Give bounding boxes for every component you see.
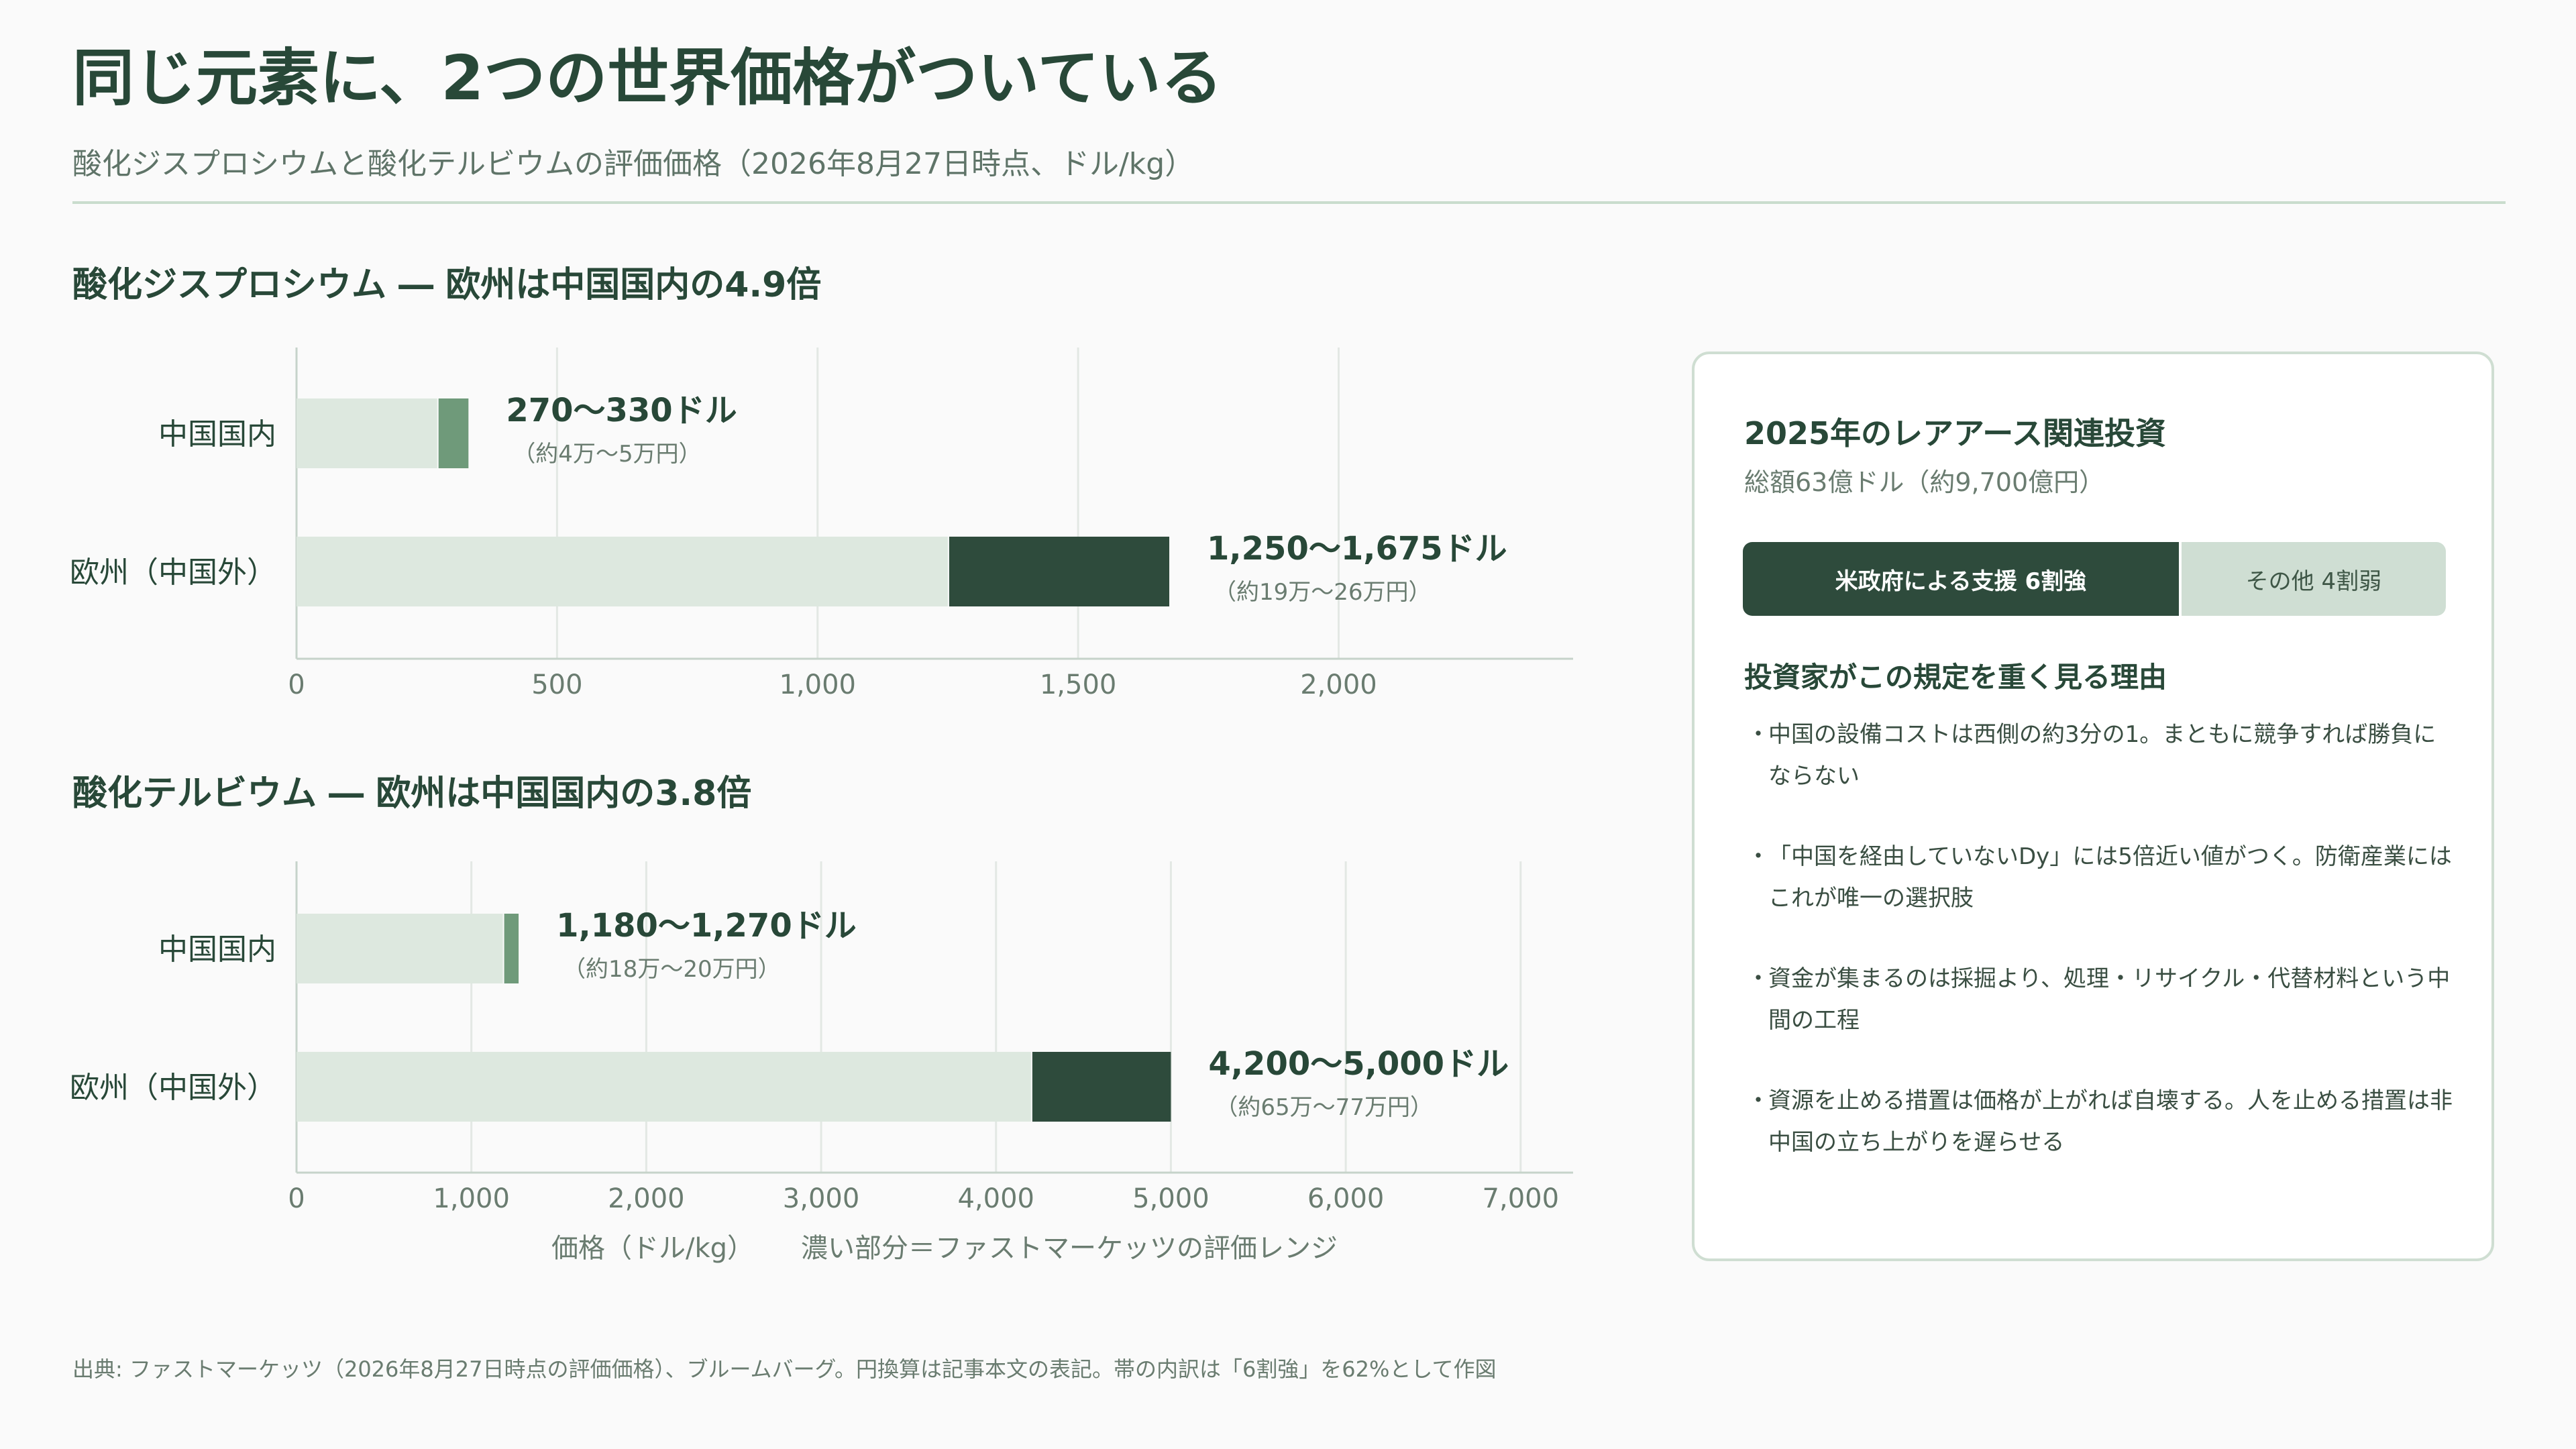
reason-item: ・資源を止める措置は価格が上がれば自壊する。人を止める措置は非中国の立ち上がりを… xyxy=(1744,1080,2455,1163)
value-label: 4,200〜5,000ドル xyxy=(1208,1045,1509,1083)
us-support-segment: 米政府による支援 6割強 xyxy=(1743,542,2179,616)
terbium-chart: 0 1,000 2,000 3,000 4,000 5,000 6,000 7,000 中国国内… xyxy=(70,861,1573,1264)
bullet: ・ xyxy=(1747,843,1770,870)
yen-label: （約18万〜20万円） xyxy=(563,956,781,983)
x-tick-label: 1,000 xyxy=(433,1183,510,1214)
bullet: ・ xyxy=(1747,965,1770,992)
x-tick-label: 4,000 xyxy=(957,1183,1034,1214)
x-tick-label: 5,000 xyxy=(1132,1183,1210,1214)
x-tick-label: 2,000 xyxy=(1300,669,1377,700)
page-subtitle: 酸化ジスプロシウムと酸化テルビウムの評価価格（2026年8月27日時点、ドル/k… xyxy=(72,147,1195,181)
x-tick-label: 1,500 xyxy=(1040,669,1117,700)
category-label: 中国国内 xyxy=(158,417,276,451)
x-tick-label: 0 xyxy=(288,669,305,700)
base-bar xyxy=(297,1052,1031,1122)
range-bar xyxy=(438,398,469,468)
base-bar xyxy=(297,398,437,468)
base-bar xyxy=(297,914,503,983)
reason-text: 「中国を経由していないDy」には5倍近い値がつく。防衛産業にはこれが唯一の選択肢 xyxy=(1768,843,2452,912)
x-tick-label: 0 xyxy=(288,1183,305,1214)
x-axis-title: 価格（ドル/kg） xyxy=(551,1233,754,1264)
reason-text: 中国の設備コストは西側の約3分の1。まともに競争すれば勝負にならない xyxy=(1768,721,2436,790)
yen-label: （約4万〜5万円） xyxy=(513,441,701,468)
range-bar xyxy=(949,537,1170,606)
investment-panel: 2025年のレアアース関連投資 総額63億ドル（約9,700億円） 米政府による… xyxy=(1692,352,2494,1261)
reason-item: ・中国の設備コストは西側の約3分の1。まともに競争すれば勝負にならない xyxy=(1744,714,2455,797)
panel-title: 2025年のレアアース関連投資 xyxy=(1744,415,2166,451)
header-divider xyxy=(72,201,2506,204)
terbium-section-title: 酸化テルビウム ― 欧州は中国国内の3.8倍 xyxy=(72,773,752,814)
legend-note: 濃い部分＝ファストマーケッツの評価レンジ xyxy=(801,1233,1338,1264)
yen-label: （約65万〜77万円） xyxy=(1215,1094,1433,1121)
x-tick-label: 1,000 xyxy=(779,669,856,700)
x-tick-label: 3,000 xyxy=(783,1183,860,1214)
bullet: ・ xyxy=(1747,1087,1770,1114)
reasons-title: 投資家がこの規定を重く見る理由 xyxy=(1744,661,2167,694)
category-label: 欧州（中国外） xyxy=(70,1071,276,1105)
value-label: 270〜330ドル xyxy=(506,392,737,429)
x-tick-label: 6,000 xyxy=(1307,1183,1385,1214)
segment-gap xyxy=(2178,542,2182,616)
panel-subtitle: 総額63億ドル（約9,700億円） xyxy=(1744,468,2105,497)
other-segment: その他 4割弱 xyxy=(2181,542,2446,616)
range-bar xyxy=(504,914,519,983)
category-label: 中国国内 xyxy=(158,932,276,967)
dysprosium-chart: 0 500 1,000 1,500 2,000 中国国内 270〜330ドル （約4万〜5万円… xyxy=(70,347,1573,700)
yen-label: （約19万〜26万円） xyxy=(1214,579,1432,606)
x-tick-label: 7,000 xyxy=(1483,1183,1560,1214)
reason-item: ・「中国を経由していないDy」には5倍近い値がつく。防衛産業にはこれが唯一の選択… xyxy=(1744,836,2455,919)
dysprosium-section-title: 酸化ジスプロシウム ― 欧州は中国国内の4.9倍 xyxy=(72,265,822,305)
range-bar xyxy=(1032,1052,1171,1122)
reason-text: 資源を止める措置は価格が上がれば自壊する。人を止める措置は非中国の立ち上がりを遅… xyxy=(1768,1087,2453,1156)
investment-split-bar: 米政府による支援 6割強 その他 4割弱 xyxy=(1743,542,2446,616)
reason-item: ・資金が集まるのは採掘より、処理・リサイクル・代替材料という中間の工程 xyxy=(1744,958,2455,1041)
reason-text: 資金が集まるのは採掘より、処理・リサイクル・代替材料という中間の工程 xyxy=(1768,965,2451,1034)
base-bar xyxy=(297,537,948,606)
page-title: 同じ元素に、2つの世界価格がついている xyxy=(72,42,1223,114)
bullet: ・ xyxy=(1747,721,1770,748)
category-label: 欧州（中国外） xyxy=(70,555,276,590)
value-label: 1,250〜1,675ドル xyxy=(1207,530,1507,568)
x-tick-label: 500 xyxy=(531,669,582,700)
value-label: 1,180〜1,270ドル xyxy=(556,907,857,945)
source-footer: 出典: ファストマーケッツ（2026年8月27日時点の評価価格）、ブルームバーグ… xyxy=(72,1356,1497,1382)
x-tick-label: 2,000 xyxy=(608,1183,685,1214)
reasons-list: ・中国の設備コストは西側の約3分の1。まともに競争すれば勝負にならない ・「中国… xyxy=(1744,714,2455,1202)
